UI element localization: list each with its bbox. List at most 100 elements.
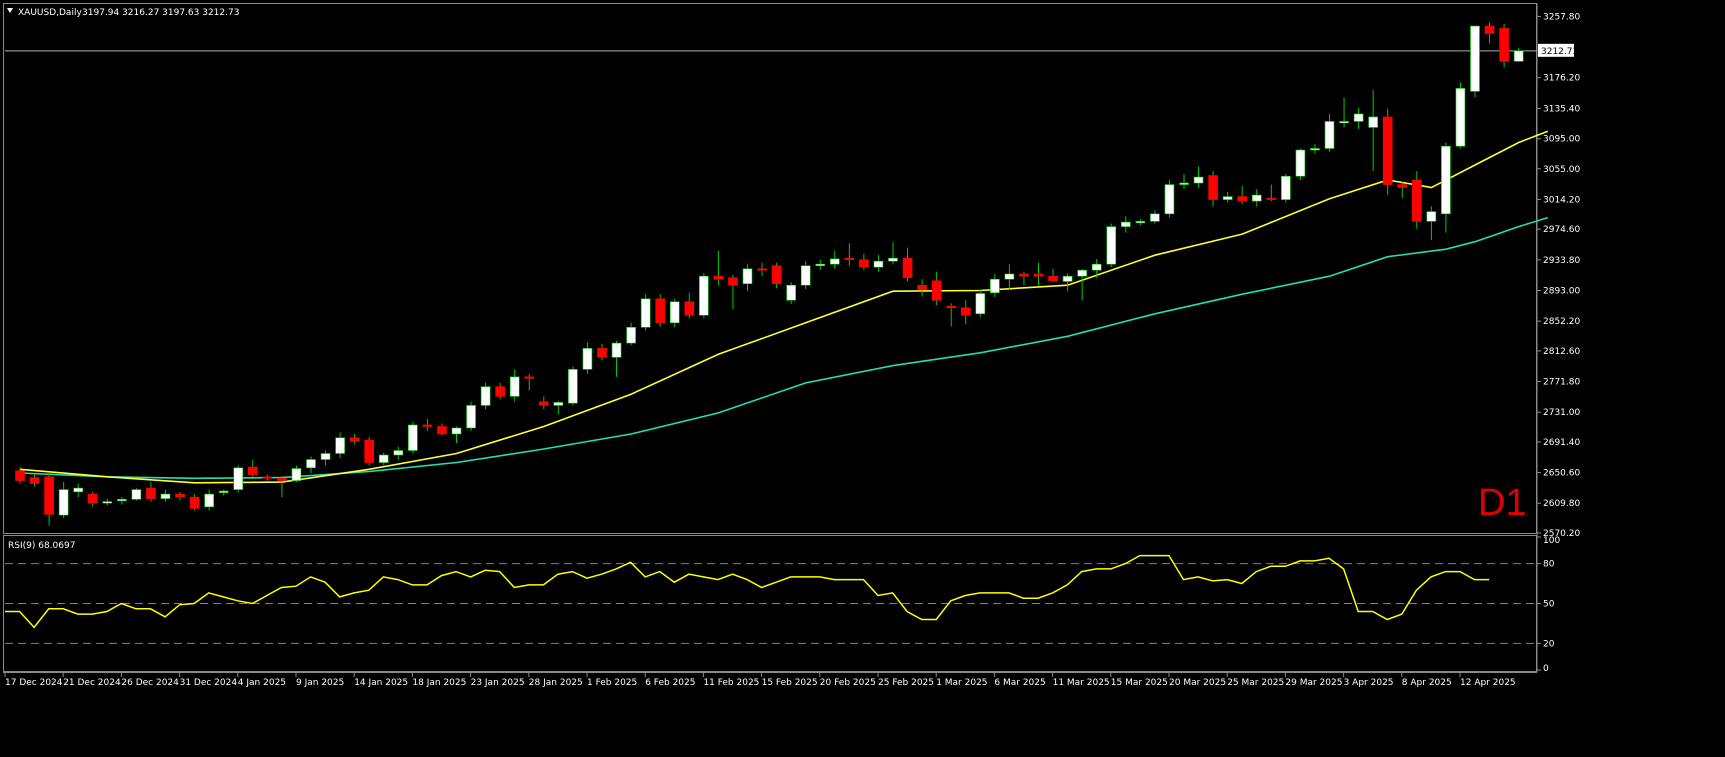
bull-candle[interactable] xyxy=(1106,226,1117,265)
bull-candle[interactable] xyxy=(160,493,171,499)
bull-candle[interactable] xyxy=(233,467,244,490)
bear-candle[interactable] xyxy=(859,259,869,268)
bull-candle[interactable] xyxy=(320,453,331,460)
bull-candle[interactable] xyxy=(742,268,753,285)
bull-candle[interactable] xyxy=(378,454,389,463)
bull-candle[interactable] xyxy=(990,278,1000,294)
bear-candle[interactable] xyxy=(175,493,185,498)
bull-candle[interactable] xyxy=(306,459,316,469)
bear-candle[interactable] xyxy=(728,277,738,286)
bear-candle[interactable] xyxy=(1382,116,1393,185)
bull-candle[interactable] xyxy=(1281,175,1291,200)
bull-candle[interactable] xyxy=(975,293,986,315)
bull-candle[interactable] xyxy=(786,284,796,301)
bull-candle[interactable] xyxy=(582,348,593,370)
bull-candle[interactable] xyxy=(1513,50,1524,62)
bull-candle[interactable] xyxy=(408,424,418,451)
bear-candle[interactable] xyxy=(1499,27,1509,62)
bull-candle[interactable] xyxy=(1368,116,1378,128)
bull-candle[interactable] xyxy=(1193,176,1204,184)
bear-candle[interactable] xyxy=(1397,184,1408,188)
bull-candle[interactable] xyxy=(1121,221,1131,227)
bull-candle[interactable] xyxy=(699,275,709,316)
bull-candle[interactable] xyxy=(131,489,142,500)
bull-candle[interactable] xyxy=(1091,263,1102,271)
bull-candle[interactable] xyxy=(102,501,113,504)
bull-candle[interactable] xyxy=(204,493,214,508)
bull-candle[interactable] xyxy=(1004,273,1015,280)
bull-candle[interactable] xyxy=(1222,196,1233,200)
bull-candle[interactable] xyxy=(73,487,83,493)
bull-candle[interactable] xyxy=(1135,221,1146,224)
bull-candle[interactable] xyxy=(888,257,898,262)
bear-candle[interactable] xyxy=(1412,179,1422,222)
bull-candle[interactable] xyxy=(1077,269,1087,277)
bull-candle[interactable] xyxy=(393,450,404,456)
bull-candle[interactable] xyxy=(611,342,622,358)
bull-candle[interactable] xyxy=(829,258,840,265)
bull-candle[interactable] xyxy=(335,437,345,454)
bear-candle[interactable] xyxy=(1019,273,1029,277)
bull-candle[interactable] xyxy=(1470,25,1480,92)
bull-candle[interactable] xyxy=(800,265,811,286)
bear-candle[interactable] xyxy=(771,265,782,285)
bull-candle[interactable] xyxy=(1179,182,1189,185)
bear-candle[interactable] xyxy=(422,424,433,427)
bull-candle[interactable] xyxy=(218,490,229,493)
bear-candle[interactable] xyxy=(15,470,25,481)
bull-candle[interactable] xyxy=(451,427,462,435)
bear-candle[interactable] xyxy=(1048,275,1058,282)
bear-candle[interactable] xyxy=(946,305,957,309)
bull-candle[interactable] xyxy=(1339,121,1349,124)
bull-candle[interactable] xyxy=(1455,88,1466,147)
bull-candle[interactable] xyxy=(58,489,69,516)
bull-candle[interactable] xyxy=(291,468,302,481)
bear-candle[interactable] xyxy=(87,493,98,504)
bear-candle[interactable] xyxy=(1208,175,1218,200)
bear-candle[interactable] xyxy=(146,487,156,499)
bull-candle[interactable] xyxy=(1164,184,1175,215)
bull-candle[interactable] xyxy=(626,326,636,344)
bear-candle[interactable] xyxy=(844,257,855,260)
bear-candle[interactable] xyxy=(189,496,200,509)
bear-candle[interactable] xyxy=(1237,196,1247,202)
bull-candle[interactable] xyxy=(1150,213,1160,222)
bear-candle[interactable] xyxy=(538,401,549,406)
bull-candle[interactable] xyxy=(1426,211,1437,222)
bear-candle[interactable] xyxy=(597,348,607,358)
bull-candle[interactable] xyxy=(1324,121,1335,149)
bear-candle[interactable] xyxy=(960,307,971,316)
bear-candle[interactable] xyxy=(349,437,360,442)
bear-candle[interactable] xyxy=(44,476,54,515)
bear-candle[interactable] xyxy=(495,386,505,397)
bull-candle[interactable] xyxy=(1062,275,1073,282)
bull-candle[interactable] xyxy=(669,301,680,324)
bear-candle[interactable] xyxy=(757,268,767,271)
bear-candle[interactable] xyxy=(1266,197,1277,200)
bull-candle[interactable] xyxy=(117,499,127,502)
bear-candle[interactable] xyxy=(917,284,927,291)
bear-candle[interactable] xyxy=(524,376,535,379)
bear-candle[interactable] xyxy=(684,301,695,316)
bull-candle[interactable] xyxy=(466,405,476,429)
bear-candle[interactable] xyxy=(277,478,287,481)
bull-candle[interactable] xyxy=(1310,148,1320,151)
bull-candle[interactable] xyxy=(1295,149,1306,177)
collapse-triangle-icon[interactable] xyxy=(7,8,13,13)
bull-candle[interactable] xyxy=(640,298,651,328)
bull-candle[interactable] xyxy=(815,263,826,266)
bear-candle[interactable] xyxy=(262,476,273,479)
bull-candle[interactable] xyxy=(873,260,884,268)
bear-candle[interactable] xyxy=(364,439,375,463)
bear-candle[interactable] xyxy=(248,466,258,475)
bear-candle[interactable] xyxy=(931,280,942,301)
bull-candle[interactable] xyxy=(509,376,520,397)
bull-candle[interactable] xyxy=(1441,145,1451,215)
bear-candle[interactable] xyxy=(655,298,666,324)
bear-candle[interactable] xyxy=(437,426,447,435)
bear-candle[interactable] xyxy=(713,275,724,280)
bull-candle[interactable] xyxy=(1251,194,1262,202)
bear-candle[interactable] xyxy=(29,477,40,484)
